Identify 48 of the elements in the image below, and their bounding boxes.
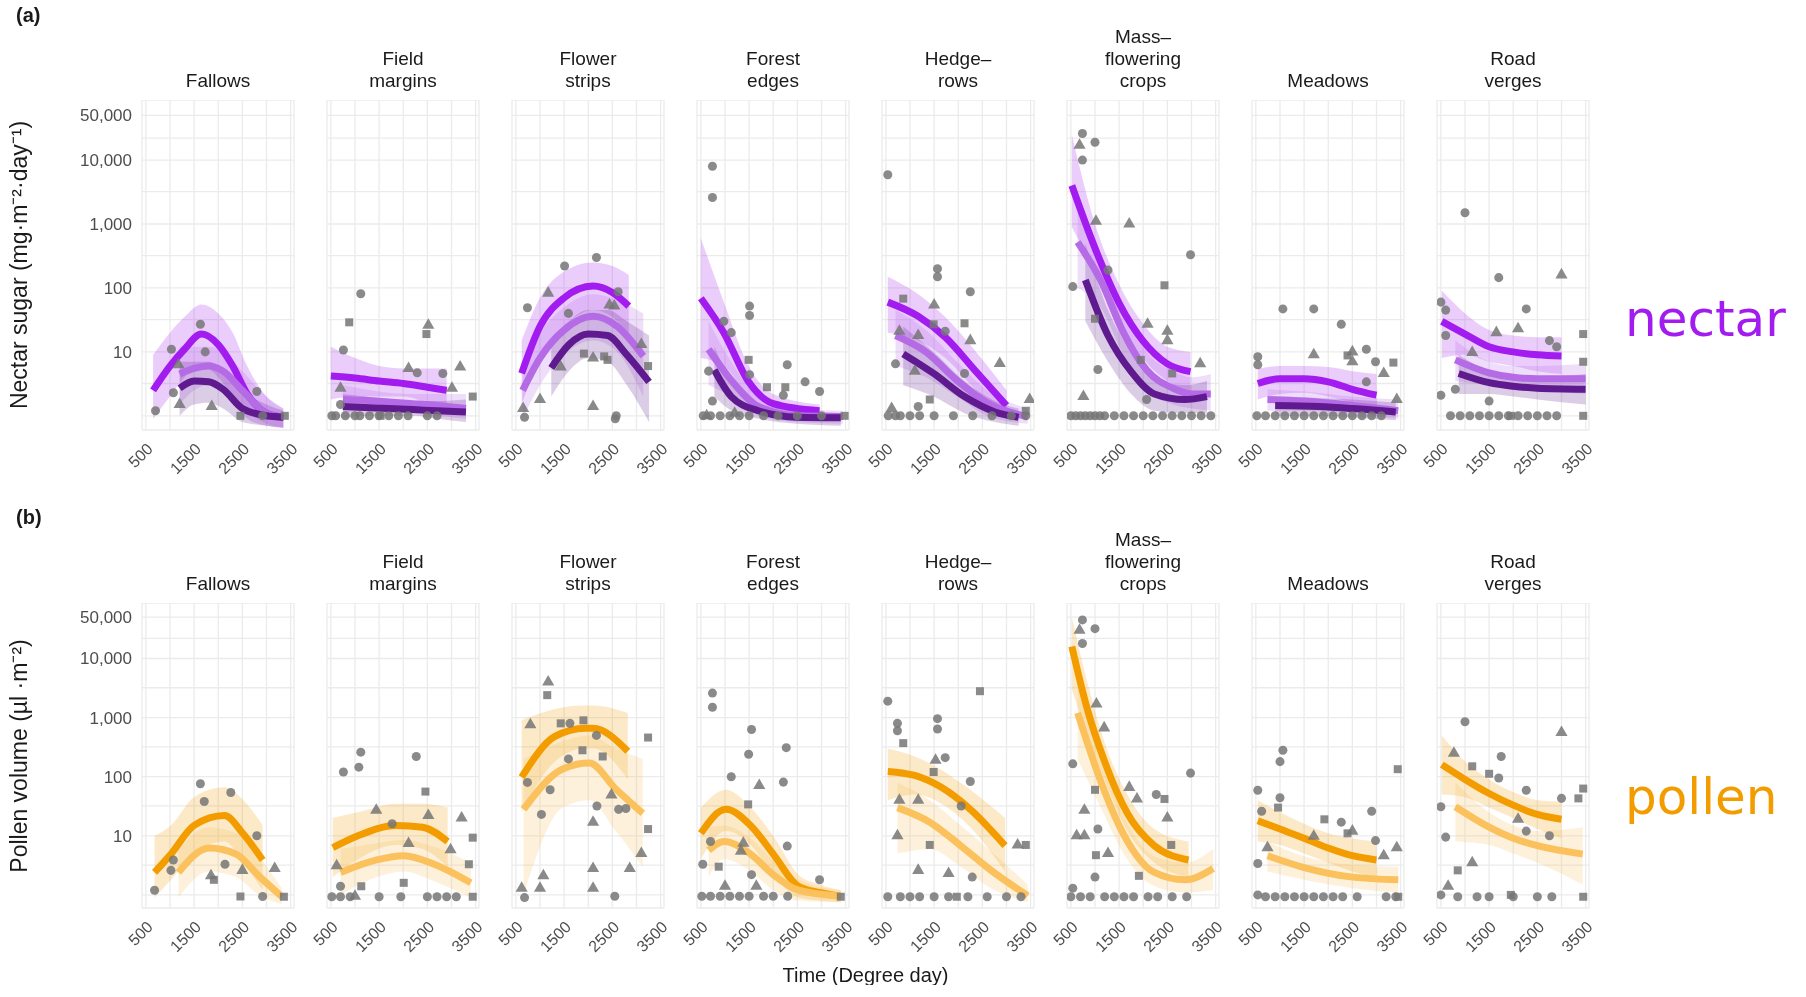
chart-title: Meadows	[1287, 573, 1369, 595]
y-tick-label: 10,000	[80, 649, 132, 669]
chart-title: Forest edges	[746, 48, 800, 92]
y-tick-label: 10,000	[80, 151, 132, 171]
x-tick-label: 500	[1420, 439, 1451, 471]
y-tick-label: 10	[113, 826, 132, 846]
x-tick-label: 500	[1235, 439, 1266, 471]
x-tick-label: 500	[310, 439, 341, 471]
chart-title: Mass– flowering crops	[1104, 529, 1182, 595]
x-tick-label: 500	[495, 917, 526, 949]
x-tick-label: 500	[495, 439, 526, 471]
chart-title: Fallows	[185, 573, 251, 595]
x-tick-label: 500	[1050, 917, 1081, 949]
chart-title: Road verges	[1484, 551, 1542, 595]
x-tick-label: 500	[125, 917, 156, 949]
y-tick-label: 100	[103, 278, 132, 298]
x-tick-label: 500	[1050, 439, 1081, 471]
chart-title: Hedge– rows	[924, 551, 992, 595]
text: pollen	[1625, 768, 1778, 826]
y-tick-label: 1,000	[89, 214, 132, 234]
chart-title: Flower strips	[559, 551, 617, 595]
y-tick-label: 100	[103, 767, 132, 787]
x-tick-label: 500	[1235, 917, 1266, 949]
y-tick-label: 10	[113, 342, 132, 362]
text: nectar	[1625, 290, 1786, 348]
chart-title: Mass– flowering crops	[1104, 26, 1182, 92]
x-tick-label: 500	[310, 917, 341, 949]
y-tick-label: 50,000	[80, 608, 132, 628]
y-tick-label: 1,000	[89, 708, 132, 728]
chart-title: Fallows	[185, 70, 251, 92]
x-tick-label: 500	[865, 917, 896, 949]
x-tick-label: 500	[680, 439, 711, 471]
text: (b)	[16, 506, 42, 529]
chart-title: Road verges	[1484, 48, 1542, 92]
chart-title: Forest edges	[746, 551, 800, 595]
x-tick-label: 500	[680, 917, 711, 949]
y-axis-title: Nectar sugar (mg·m⁻²·day⁻¹)	[5, 120, 33, 410]
chart-title: Hedge– rows	[924, 48, 992, 92]
chart-title: Flower strips	[559, 48, 617, 92]
chart-title: Field margins	[369, 48, 437, 92]
x-tick-label: 500	[865, 439, 896, 471]
chart-title: Meadows	[1287, 70, 1369, 92]
text: (a)	[16, 4, 41, 27]
chart-title: Field margins	[369, 551, 437, 595]
x-tick-label: 500	[125, 439, 156, 471]
y-axis-title: Pollen volume (µl ·m⁻²)	[5, 638, 33, 873]
y-tick-label: 50,000	[80, 106, 132, 126]
x-tick-label: 500	[1420, 917, 1451, 949]
